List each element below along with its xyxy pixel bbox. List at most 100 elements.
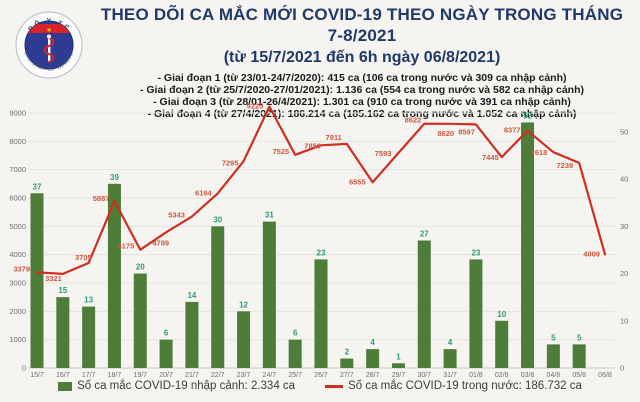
stage-note-1: - Giai đoạn 1 (từ 23/01-24/7/2020): 415 …	[157, 72, 567, 84]
bar	[340, 358, 354, 368]
moh-logo: BỘ Y TẾ ★ MINISTRY OF HEALTH	[12, 5, 88, 89]
bar-value-label: 13	[84, 296, 93, 305]
line-point-label: 6164	[195, 188, 213, 197]
bar	[572, 344, 586, 368]
bar	[417, 240, 431, 368]
y-axis-left-label: 0	[22, 364, 26, 373]
line-point-label: 3321	[45, 274, 62, 283]
line-point-label: 3379	[13, 264, 30, 273]
bar-value-label: 37	[33, 182, 42, 191]
line-point-label: 9225	[247, 102, 264, 111]
bar-value-label: 20	[136, 263, 145, 272]
line-point-label: 8622	[405, 116, 422, 125]
bar-value-label: 52	[523, 111, 532, 120]
x-axis-label: 26/7	[314, 372, 328, 379]
bar	[288, 339, 302, 368]
x-axis-label: 25/7	[288, 372, 302, 379]
line-point-label: 7911	[326, 133, 342, 142]
bar	[107, 183, 121, 368]
bar-value-label: 15	[58, 286, 67, 295]
y-axis-left-label: 6000	[9, 194, 26, 203]
y-axis-right-label: 30	[620, 222, 628, 231]
bar-value-label: 2	[345, 348, 350, 357]
bar-value-label: 6	[293, 329, 298, 338]
y-axis-right-label: 20	[620, 269, 628, 278]
logo-red-band	[25, 24, 73, 33]
logo-staff-snake-icon	[43, 34, 55, 63]
x-axis-label: 01/8	[469, 372, 483, 379]
x-axis-label: 28/7	[366, 372, 380, 379]
bar	[237, 311, 251, 368]
line-point-label: 8620	[437, 129, 454, 138]
x-axis-label: 18/7	[108, 372, 122, 379]
x-axis-label: 31/7	[443, 372, 457, 379]
stage-note-3: - Giai đoạn 3 (từ 28/01-26/4/2021): 1.30…	[153, 96, 571, 108]
page-subtitle: (từ 15/7/2021 đến 6h ngày 06/8/2021)	[223, 49, 501, 66]
legend-domestic-swatch	[325, 384, 344, 388]
x-axis-label: 05/8	[572, 372, 586, 379]
bar-value-label: 10	[497, 310, 506, 319]
bar	[133, 273, 147, 368]
bar	[82, 306, 96, 368]
y-axis-left-label: 7000	[9, 165, 26, 174]
line-point-label: 4175	[118, 242, 135, 251]
bar-value-label: 6	[164, 329, 169, 338]
bar-value-label: 23	[317, 248, 326, 257]
header: THEO DÕI CA MẮC MỚI COVID-19 THEO NGÀY T…	[92, 4, 632, 120]
chart-svg: 0100020003000400050006000700080009000010…	[9, 102, 628, 379]
x-axis-label: 27/7	[340, 372, 354, 379]
line-point-label: 7618	[531, 148, 548, 157]
line-point-label: 4009	[583, 249, 600, 258]
x-axis-label: 02/8	[495, 372, 509, 379]
y-axis-left-label: 1000	[9, 335, 26, 344]
y-axis-left-label: 2000	[9, 307, 26, 316]
x-axis-label: 30/7	[417, 372, 431, 379]
y-axis-left-label: 5000	[9, 222, 26, 231]
bar-value-label: 39	[110, 173, 119, 182]
line-series	[35, 105, 607, 275]
x-axis-label: 21/7	[185, 372, 199, 379]
x-axis-label: 24/7	[263, 372, 277, 379]
line-point-label: 8377	[504, 126, 521, 135]
bar	[495, 320, 509, 368]
bar-value-label: 31	[265, 211, 274, 220]
y-axis-right-label: 0	[620, 364, 624, 373]
bar	[314, 259, 328, 368]
bar-value-label: 4	[370, 338, 375, 347]
stage-note-4: - Giai đoạn 4 (từ 27/4/2021): 186.214 ca…	[147, 108, 577, 120]
line-point-label: 7445	[482, 153, 499, 162]
x-axis-label: 29/7	[392, 372, 406, 379]
y-axis-right-label: 10	[620, 316, 628, 325]
bar-value-label: 27	[420, 230, 429, 239]
line-point-label: 5343	[168, 211, 185, 220]
bar-value-label: 30	[213, 215, 222, 224]
x-axis-label: 23/7	[237, 372, 251, 379]
x-axis-label: 19/7	[133, 372, 147, 379]
bar-value-label: 14	[187, 291, 196, 300]
line-point-label: 6555	[349, 177, 366, 186]
x-axis-label: 15/7	[30, 372, 44, 379]
bar	[469, 259, 483, 368]
x-axis-label: 17/7	[82, 372, 96, 379]
bar-value-label: 1	[396, 352, 401, 361]
bar	[391, 363, 405, 368]
line-point-label: 7859	[304, 141, 321, 150]
x-axis-label: 04/8	[547, 372, 561, 379]
y-axis-left-label: 8000	[9, 137, 26, 146]
line-point-label: 4789	[152, 238, 169, 247]
bar	[56, 297, 70, 368]
line-point-label: 7239	[556, 161, 573, 170]
x-axis-label: 16/7	[56, 372, 70, 379]
chart-legend: Số ca mắc COVID-19 nhập cảnh: 2.334 ca S…	[0, 380, 640, 392]
y-axis-left-label: 4000	[9, 250, 26, 259]
bar	[262, 221, 276, 368]
x-axis-label: 06/8	[598, 372, 612, 379]
legend-item-domestic: Số ca mắc COVID-19 trong nước: 186.732 c…	[325, 380, 582, 392]
line-point-label: 3705	[75, 253, 92, 262]
bar	[30, 193, 44, 368]
line-point-label: 8597	[458, 127, 475, 136]
bar-value-label: 5	[551, 333, 556, 342]
legend-domestic-label: Số ca mắc COVID-19 trong nước: 186.732 c…	[348, 380, 582, 392]
bar	[366, 349, 380, 368]
